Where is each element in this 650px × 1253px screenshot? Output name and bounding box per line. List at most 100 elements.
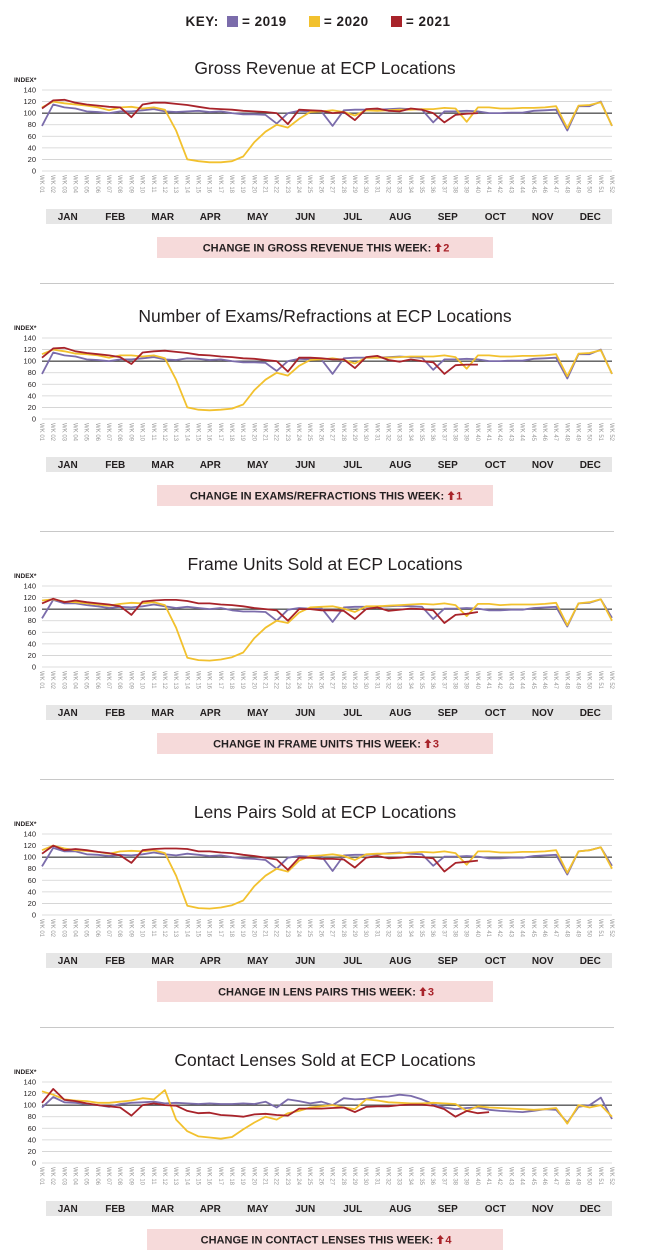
week-tick-label: WK 07 (105, 1167, 111, 1186)
week-tick-label: WK 29 (351, 671, 357, 690)
week-tick-label: WK 23 (284, 1167, 290, 1186)
week-tick-label: WK 26 (317, 671, 323, 690)
week-tick-label: WK 36 (429, 423, 435, 442)
week-tick-label: WK 49 (574, 175, 580, 194)
week-tick-label: WK 40 (474, 1167, 480, 1186)
week-tick-label: WK 18 (228, 423, 234, 442)
week-tick-label: WK 24 (295, 1167, 301, 1186)
week-tick-label: WK 03 (60, 919, 66, 938)
chart-panel-lens-pairs: Lens Pairs Sold at ECP Locations INDEX* 0 2… (0, 794, 650, 1009)
week-tick-label: WK 44 (519, 423, 525, 442)
week-tick-label: WK 37 (440, 175, 446, 194)
y-tick-label: 40 (28, 887, 36, 896)
week-tick-label: WK 33 (396, 919, 402, 938)
week-tick-label: WK 31 (373, 671, 379, 690)
legend-swatch-2021 (390, 16, 402, 27)
month-label: SEP (438, 708, 458, 719)
month-label: MAR (151, 212, 175, 223)
month-label: JUL (343, 708, 362, 719)
week-tick-label: WK 04 (72, 175, 78, 194)
series-line-2019 (41, 348, 613, 380)
up-arrow-icon (447, 491, 455, 500)
week-tick-label: WK 46 (541, 671, 547, 690)
month-label: MAY (247, 212, 269, 223)
week-tick-label: WK 38 (452, 919, 458, 938)
week-tick-label: WK 34 (407, 1167, 413, 1186)
week-tick-label: WK 28 (340, 671, 346, 690)
change-callout (157, 981, 493, 1002)
y-tick-label: 140 (23, 86, 36, 95)
week-tick-label: WK 44 (519, 671, 525, 690)
y-tick-label: 80 (28, 120, 36, 129)
week-tick-label: WK 40 (474, 175, 480, 194)
week-tick-label: WK 25 (306, 175, 312, 194)
week-tick-label: WK 23 (284, 919, 290, 938)
week-tick-label: WK 08 (116, 671, 122, 690)
change-callout (157, 733, 493, 754)
week-tick-label: WK 29 (351, 423, 357, 442)
legend-item-2021: = 2021 (390, 14, 461, 29)
week-tick-label: WK 05 (83, 175, 89, 194)
week-tick-label: WK 14 (183, 919, 189, 938)
month-label: FEB (105, 460, 125, 471)
week-tick-label: WK 16 (206, 175, 212, 194)
series-line-2019 (41, 1093, 613, 1124)
week-tick-label: WK 37 (440, 671, 446, 690)
week-tick-label: WK 19 (239, 423, 245, 442)
week-tick-label: WK 19 (239, 671, 245, 690)
week-tick-label: WK 08 (116, 1167, 122, 1186)
week-tick-label: WK 35 (418, 1167, 424, 1186)
week-tick-label: WK 18 (228, 919, 234, 938)
week-tick-label: WK 16 (206, 671, 212, 690)
week-tick-label: WK 19 (239, 919, 245, 938)
month-label: DEC (580, 1204, 601, 1215)
week-tick-label: WK 47 (552, 1167, 558, 1186)
week-tick-label: WK 46 (541, 919, 547, 938)
week-tick-label: WK 29 (351, 175, 357, 194)
month-label: FEB (105, 212, 125, 223)
month-label: OCT (485, 212, 506, 223)
month-label: NOV (532, 212, 554, 223)
chart-title: Contact Lenses Sold at ECP Locations (174, 1050, 476, 1070)
up-arrow-icon (434, 243, 442, 252)
y-tick-label: 140 (23, 334, 36, 343)
y-tick-label: 80 (28, 864, 36, 873)
week-tick-label: WK 38 (452, 423, 458, 442)
month-label: MAR (151, 1204, 175, 1215)
month-band (46, 457, 612, 472)
week-tick-label: WK 18 (228, 671, 234, 690)
y-axis-label: INDEX* (14, 821, 37, 828)
up-arrow-icon (419, 987, 427, 996)
week-tick-label: WK 23 (284, 175, 290, 194)
week-tick-label: WK 26 (317, 175, 323, 194)
week-tick-label: WK 01 (38, 423, 44, 442)
week-tick-label: WK 35 (418, 671, 424, 690)
series-line-2021 (41, 98, 478, 125)
week-tick-label: WK 28 (340, 175, 346, 194)
y-tick-label: 60 (28, 380, 36, 389)
week-tick-label: WK 43 (507, 423, 513, 442)
week-tick-label: WK 50 (586, 423, 592, 442)
month-label: FEB (105, 1204, 125, 1215)
month-label: OCT (485, 956, 506, 967)
week-tick-label: WK 37 (440, 1167, 446, 1186)
series-line-2020 (41, 1089, 613, 1140)
change-callout-text: CHANGE IN EXAMS/REFRACTIONS THIS WEEK: (190, 491, 444, 503)
month-label: OCT (485, 708, 506, 719)
week-tick-label: WK 52 (608, 919, 614, 938)
week-tick-label: WK 33 (396, 671, 402, 690)
change-callout-value: 2 (443, 243, 449, 255)
week-tick-label: WK 04 (72, 671, 78, 690)
week-tick-label: WK 03 (60, 1167, 66, 1186)
week-tick-label: WK 52 (608, 1167, 614, 1186)
week-tick-label: WK 32 (384, 1167, 390, 1186)
legend-item-2020: = 2020 (308, 14, 379, 29)
week-tick-label: WK 47 (552, 423, 558, 442)
week-tick-label: WK 13 (172, 919, 178, 938)
week-tick-label: WK 07 (105, 423, 111, 442)
y-tick-label: 100 (23, 853, 36, 862)
change-callout (157, 237, 493, 258)
week-tick-label: WK 24 (295, 919, 301, 938)
week-tick-label: WK 40 (474, 423, 480, 442)
week-tick-label: WK 02 (49, 671, 55, 690)
